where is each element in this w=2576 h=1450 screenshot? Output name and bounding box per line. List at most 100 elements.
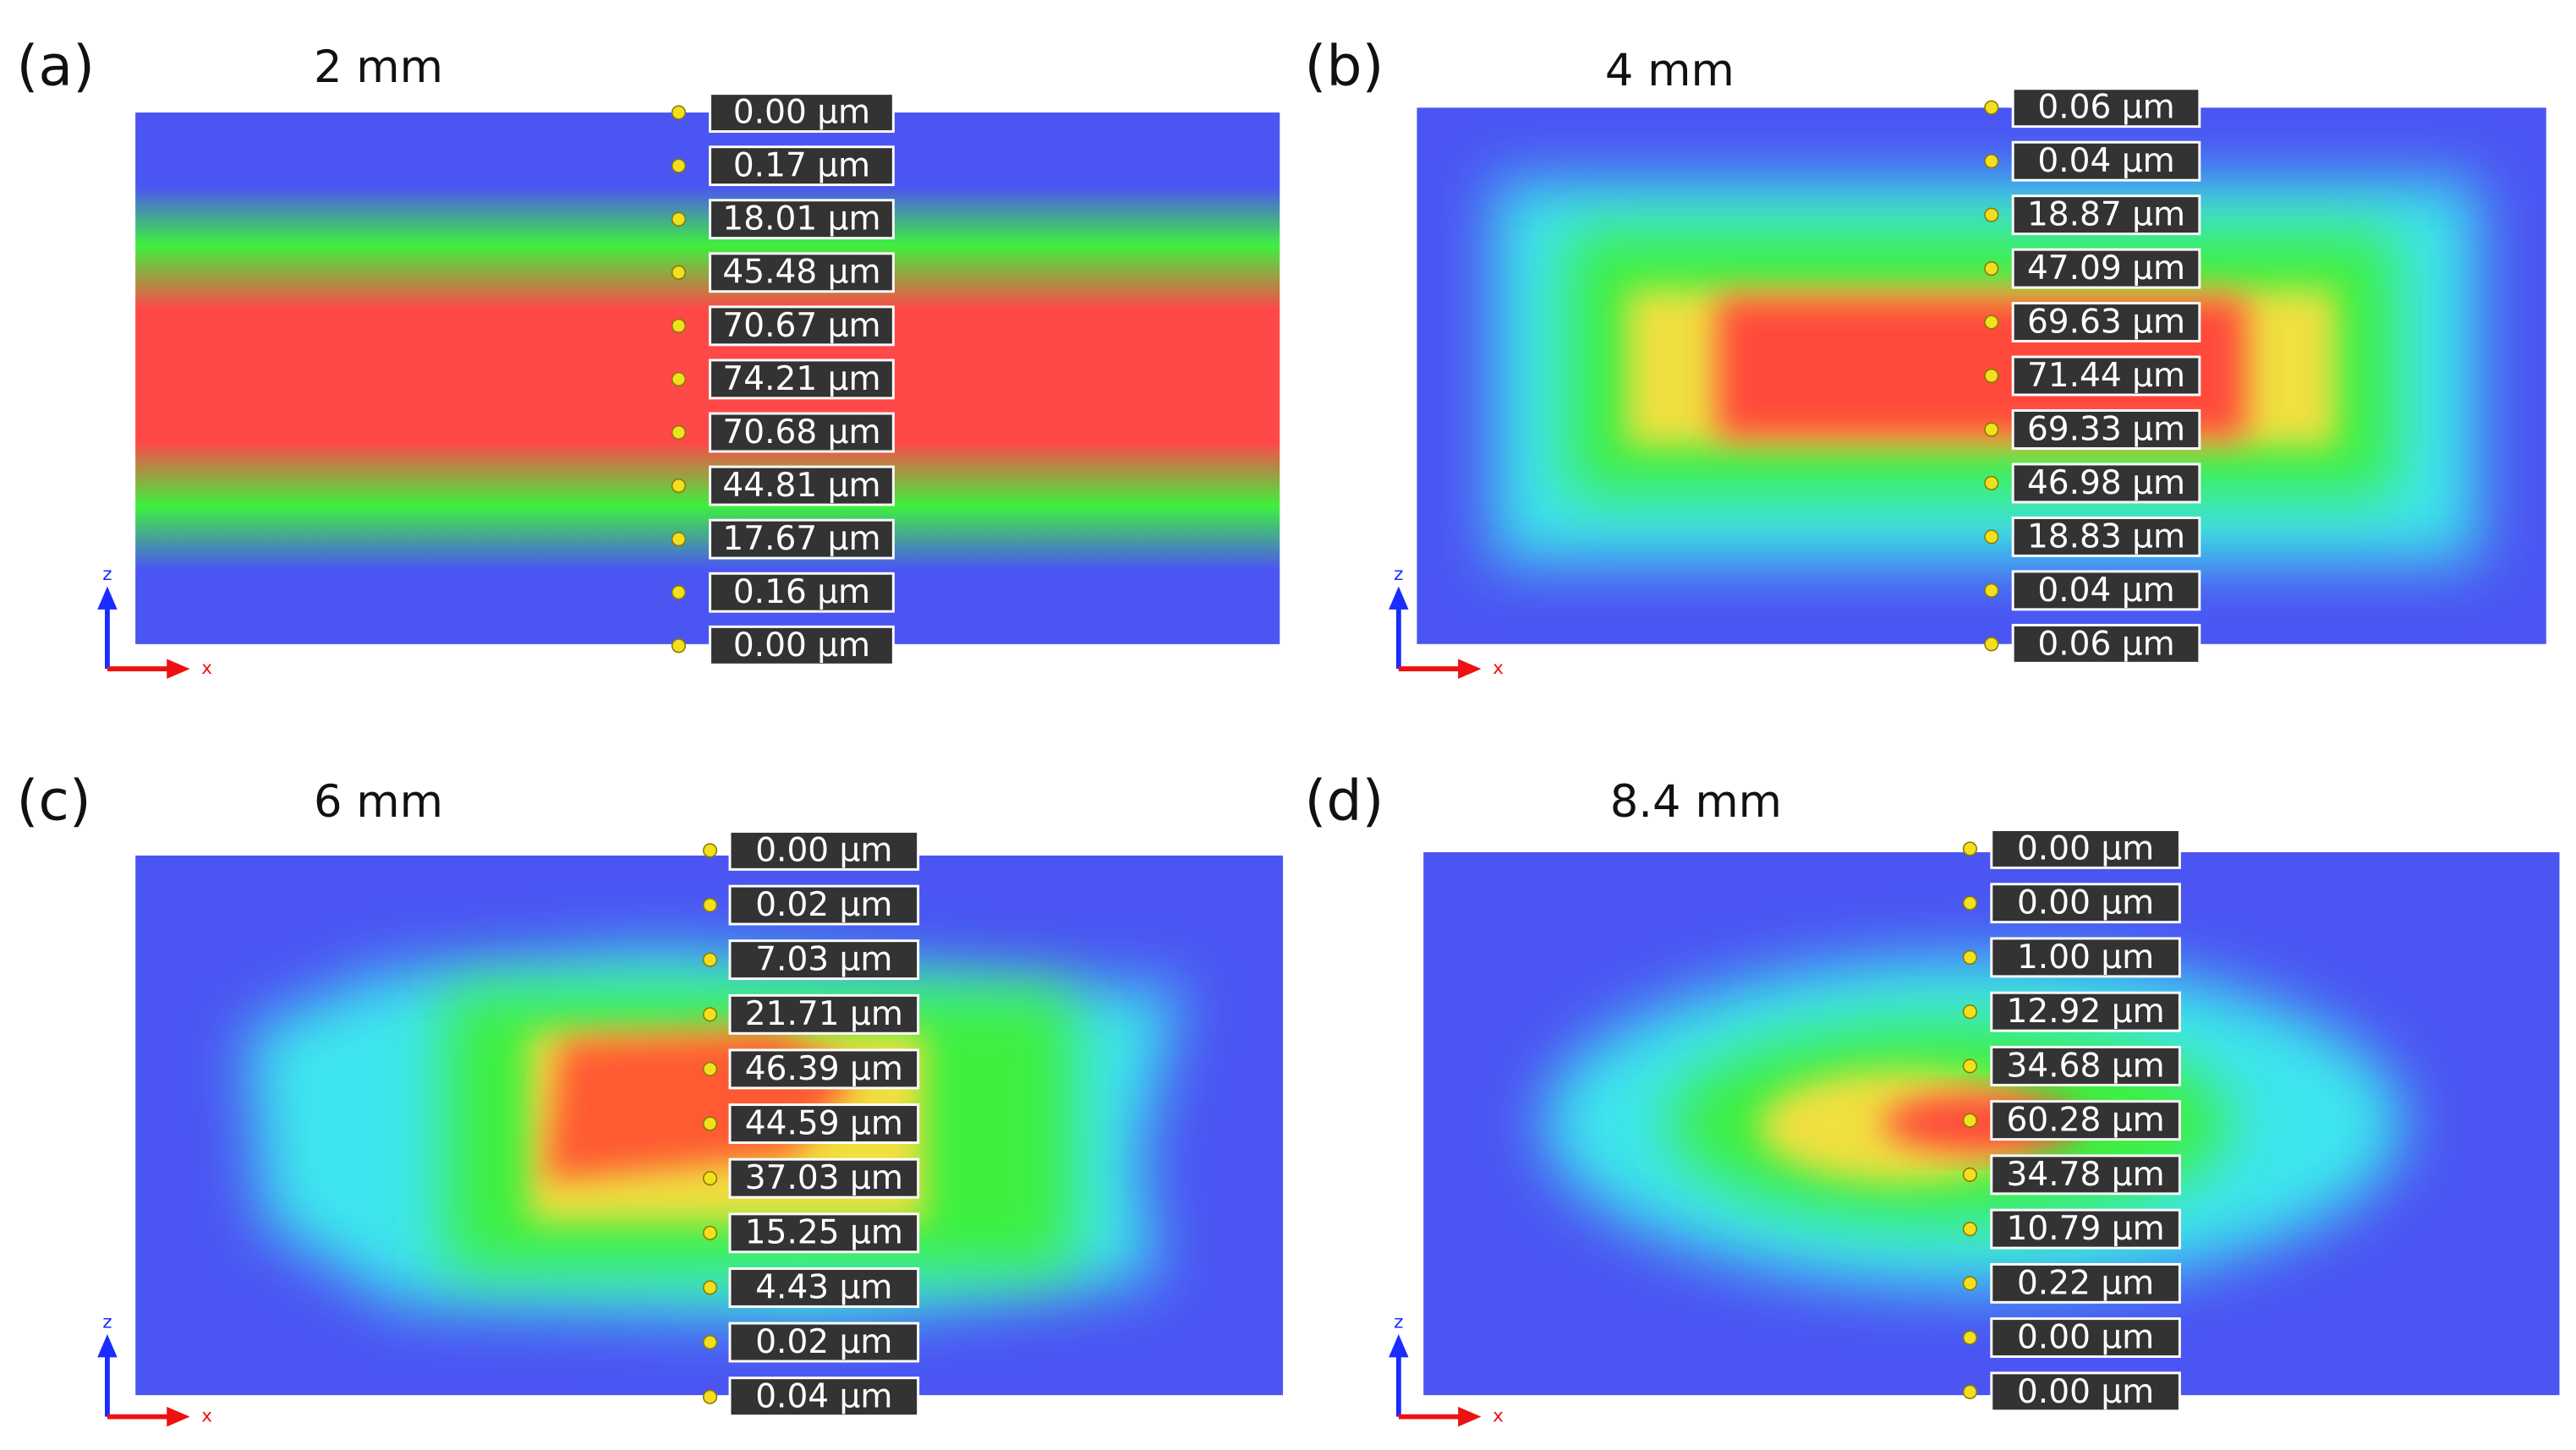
reading-box — [1990, 1045, 2181, 1086]
axis-label: z — [1394, 564, 1403, 585]
reading-label: 0.00 µm — [733, 627, 870, 665]
probe-point — [1984, 261, 1999, 276]
reading-box — [709, 572, 895, 613]
probe-point — [671, 211, 687, 227]
reading-label: 0.22 µm — [2017, 1264, 2154, 1302]
probe-point — [671, 371, 687, 387]
reading-label: 12.92 µm — [2007, 993, 2165, 1031]
reading-box — [728, 1212, 920, 1254]
reading-label: 46.98 µm — [2027, 464, 2185, 502]
reading-box — [1990, 991, 2181, 1032]
reading-label: 69.63 µm — [2027, 304, 2185, 342]
reading-label: 1.00 µm — [2017, 938, 2154, 977]
axis-arrowhead — [167, 1406, 190, 1427]
reading-label: 0.00 µm — [2017, 829, 2154, 867]
reading-box — [709, 252, 895, 293]
probe-point — [703, 1007, 718, 1022]
reading-box — [709, 358, 895, 400]
reading-box — [2011, 194, 2201, 236]
reading-box — [2011, 570, 2201, 611]
reading-label: 10.79 µm — [2007, 1210, 2165, 1248]
probe-point — [671, 158, 687, 173]
probe-point — [1984, 100, 1999, 115]
probe-point — [703, 1280, 718, 1295]
reading-label: 18.83 µm — [2027, 517, 2185, 555]
probe-point — [703, 1389, 718, 1404]
axis-arrowhead — [1458, 659, 1482, 679]
reading-label: 0.02 µm — [755, 1323, 892, 1361]
reading-box — [709, 305, 895, 347]
reading-label: 70.68 µm — [722, 413, 880, 451]
probe-point — [703, 1334, 718, 1350]
reading-box — [709, 465, 895, 506]
reading-label: 71.44 µm — [2027, 357, 2185, 395]
probe-point — [703, 1061, 718, 1077]
probe-point — [1962, 895, 1978, 911]
reading-box — [709, 518, 895, 560]
reading-label: 46.39 µm — [745, 1050, 903, 1088]
reading-box — [1990, 1208, 2181, 1250]
axis-label: x — [1493, 658, 1504, 679]
probe-point — [1962, 1167, 1978, 1182]
reading-box — [728, 993, 920, 1035]
probe-point — [703, 843, 718, 858]
reading-label: 0.16 µm — [733, 573, 870, 611]
reading-label: 0.00 µm — [2017, 1319, 2154, 1357]
probe-point — [671, 265, 687, 280]
probe-point — [1962, 1004, 1978, 1020]
probe-point — [1984, 207, 1999, 222]
reading-box — [709, 625, 895, 666]
probe-point — [703, 1225, 718, 1240]
axis-arrowhead — [1458, 1406, 1482, 1427]
panel-label: (c) — [17, 767, 91, 833]
reading-label: 44.81 µm — [722, 467, 880, 505]
probe-point — [671, 424, 687, 440]
reading-box — [728, 1103, 920, 1144]
axis-label: z — [102, 564, 112, 585]
probe-point — [671, 638, 687, 654]
reading-box — [709, 199, 895, 240]
probe-point — [1962, 1384, 1978, 1399]
probe-point — [1984, 368, 1999, 384]
reading-label: 74.21 µm — [722, 360, 880, 398]
axis-arrowhead — [1389, 1333, 1409, 1358]
heatmap — [135, 112, 1280, 644]
reading-box — [2011, 248, 2201, 289]
probe-point — [1984, 422, 1999, 437]
reading-box — [728, 829, 920, 871]
probe-point — [1962, 1330, 1978, 1345]
axis-arrowhead — [167, 659, 190, 679]
probe-point — [703, 952, 718, 967]
reading-label: 0.00 µm — [2017, 1373, 2154, 1411]
reading-box — [728, 939, 920, 981]
probe-point — [1962, 841, 1978, 856]
reading-label: 47.09 µm — [2027, 249, 2185, 287]
probe-point — [1984, 154, 1999, 169]
reading-box — [2011, 409, 2201, 450]
probe-point — [671, 105, 687, 120]
reading-box — [2011, 516, 2201, 557]
panel-title: 6 mm — [314, 776, 443, 828]
probe-point — [671, 585, 687, 600]
panel-title: 4 mm — [1605, 45, 1735, 96]
reading-box — [728, 1157, 920, 1199]
reading-box — [1990, 1262, 2181, 1304]
reading-box — [2011, 355, 2201, 397]
reading-label: 0.04 µm — [2037, 572, 2174, 610]
reading-box — [2011, 462, 2201, 504]
panel-label: (a) — [17, 32, 95, 98]
reading-label: 44.59 µm — [745, 1104, 903, 1142]
reading-label: 37.03 µm — [745, 1159, 903, 1197]
probe-point — [1984, 529, 1999, 544]
reading-box — [728, 1376, 920, 1418]
reading-label: 17.67 µm — [722, 520, 880, 558]
reading-box — [1990, 1154, 2181, 1196]
reading-label: 45.48 µm — [722, 254, 880, 292]
reading-label: 0.00 µm — [2017, 884, 2154, 922]
axis-label: x — [201, 1406, 212, 1427]
reading-label: 0.17 µm — [733, 147, 870, 185]
axis-arrowhead — [97, 1333, 118, 1358]
reading-box — [1990, 883, 2181, 924]
reading-box — [728, 884, 920, 926]
